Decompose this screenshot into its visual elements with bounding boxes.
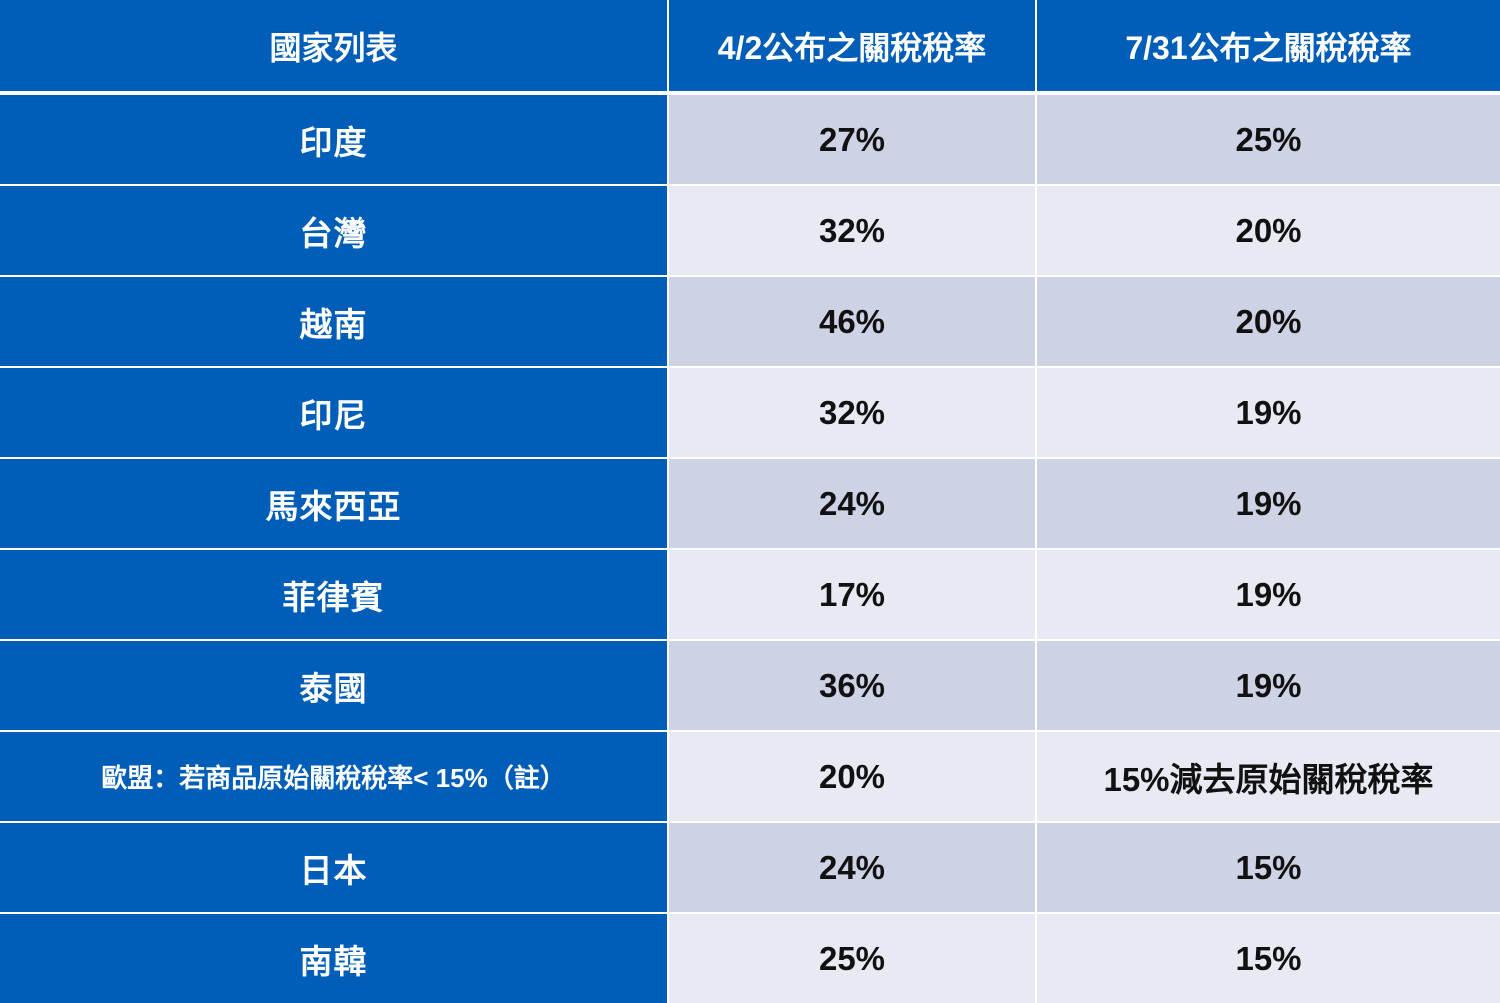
rate-0731-cell: 19% <box>1036 549 1500 641</box>
country-cell: 南韓 <box>0 913 669 1003</box>
rate-0731-cell: 19% <box>1036 640 1500 732</box>
rate-0402-cell: 17% <box>668 549 1037 641</box>
rate-0402-cell: 20% <box>668 731 1037 823</box>
table-row: 馬來西亞 24% 19% <box>0 458 1500 550</box>
rate-0402-cell: 36% <box>668 640 1037 732</box>
rate-0402-cell: 46% <box>668 276 1037 368</box>
rate-0731-cell: 20% <box>1036 185 1500 277</box>
country-cell: 越南 <box>0 276 669 368</box>
table-row: 印度 27% 25% <box>0 93 1500 186</box>
rate-0731-cell: 19% <box>1036 458 1500 550</box>
country-cell: 台灣 <box>0 185 669 277</box>
rate-0402-cell: 24% <box>668 458 1037 550</box>
rate-0402-cell: 27% <box>668 93 1037 186</box>
country-cell: 印尼 <box>0 367 669 459</box>
country-cell: 日本 <box>0 822 669 914</box>
table-row: 泰國 36% 19% <box>0 640 1500 732</box>
rate-0402-cell: 32% <box>668 185 1037 277</box>
header-row: 國家列表 4/2公布之關稅稅率 7/31公布之關稅稅率 <box>0 0 1500 95</box>
rate-0402-cell: 25% <box>668 913 1037 1003</box>
table-row: 印尼 32% 19% <box>0 367 1500 459</box>
country-cell: 歐盟：若商品原始關稅稅率< 15%（註） <box>0 731 669 823</box>
rate-0731-cell: 15%減去原始關稅稅率 <box>1036 731 1500 823</box>
table-row: 菲律賓 17% 19% <box>0 549 1500 641</box>
rate-0731-cell: 15% <box>1036 822 1500 914</box>
table-row: 歐盟：若商品原始關稅稅率< 15%（註） 20% 15%減去原始關稅稅率 <box>0 731 1500 823</box>
table-row: 越南 46% 20% <box>0 276 1500 368</box>
table-row: 南韓 25% 15% <box>0 913 1500 1003</box>
country-cell: 泰國 <box>0 640 669 732</box>
country-cell: 馬來西亞 <box>0 458 669 550</box>
rate-0402-cell: 24% <box>668 822 1037 914</box>
table-header: 國家列表 4/2公布之關稅稅率 7/31公布之關稅稅率 <box>0 0 1500 95</box>
table-body: 印度 27% 25% 台灣 32% 20% 越南 46% 20% 印尼 32% … <box>0 93 1500 1003</box>
header-rate-0402: 4/2公布之關稅稅率 <box>668 0 1037 95</box>
table-row: 台灣 32% 20% <box>0 185 1500 277</box>
rate-0731-cell: 20% <box>1036 276 1500 368</box>
table-row: 日本 24% 15% <box>0 822 1500 914</box>
header-country: 國家列表 <box>0 0 669 95</box>
header-rate-0731: 7/31公布之關稅稅率 <box>1036 0 1500 95</box>
country-cell: 菲律賓 <box>0 549 669 641</box>
rate-0731-cell: 15% <box>1036 913 1500 1003</box>
rate-0402-cell: 32% <box>668 367 1037 459</box>
rate-0731-cell: 19% <box>1036 367 1500 459</box>
rate-0731-cell: 25% <box>1036 93 1500 186</box>
country-cell: 印度 <box>0 93 669 186</box>
